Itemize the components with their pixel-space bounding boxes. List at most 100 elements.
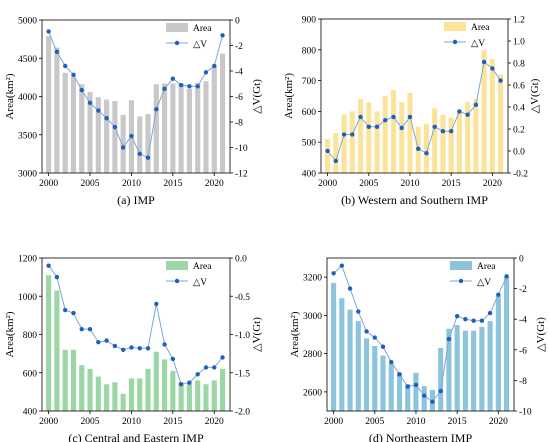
y-left-tick-label: 3500 xyxy=(18,131,37,141)
panel-caption: (a) IMP xyxy=(117,193,155,207)
x-tick-label: 2020 xyxy=(489,417,508,427)
y-right-tick-label: 0.8 xyxy=(513,60,525,70)
area-bar xyxy=(479,326,485,411)
area-bar xyxy=(153,84,159,173)
dv-point xyxy=(212,365,217,370)
dv-point xyxy=(212,63,217,69)
legend-dv-label: △V xyxy=(193,278,207,288)
area-bar xyxy=(112,382,118,411)
area-bar xyxy=(104,384,110,411)
dv-point xyxy=(120,145,126,150)
area-bar xyxy=(178,382,184,411)
y-right-tick-label: 0.0 xyxy=(513,148,525,158)
dv-point xyxy=(383,118,388,123)
legend: Area △V xyxy=(450,261,496,288)
legend-area-swatch xyxy=(444,22,466,31)
area-bar xyxy=(79,365,85,411)
dv-point xyxy=(438,388,443,394)
y-left-tick-label: 800 xyxy=(302,46,317,56)
legend-dv-label: △V xyxy=(477,278,491,288)
dv-point xyxy=(389,359,394,365)
x-tick-label: 2000 xyxy=(39,179,58,189)
y-right-tick-label: -8 xyxy=(235,119,243,129)
area-bar xyxy=(473,99,479,173)
y-right-tick-label: 1.0 xyxy=(513,38,525,48)
area-bar xyxy=(448,117,454,173)
area-bar xyxy=(62,349,68,411)
y-right-tick-label: -6 xyxy=(235,93,243,103)
dv-point xyxy=(490,66,495,71)
dv-point xyxy=(96,108,101,113)
area-bar xyxy=(498,74,504,173)
y-right-tick-label: -4 xyxy=(519,316,527,326)
area-bar xyxy=(456,111,462,173)
area-bar xyxy=(137,378,143,411)
area-bar xyxy=(331,282,337,411)
area-bar xyxy=(440,114,446,173)
y-right-tick-label: 0.0 xyxy=(235,255,247,265)
area-bar xyxy=(372,345,378,411)
y-left-tick-label: 400 xyxy=(23,408,38,418)
panel-caption: (c) Central and Eastern IMP xyxy=(68,431,204,442)
area-bar xyxy=(186,88,192,173)
legend-area-label: Area xyxy=(193,24,212,34)
legend-area-label: Area xyxy=(193,262,212,272)
dv-point xyxy=(424,151,429,156)
area-bar xyxy=(495,296,501,411)
panel-caption: (b) Western and Southern IMP xyxy=(341,193,488,207)
dv-point xyxy=(405,384,410,389)
dv-point xyxy=(195,84,200,89)
dv-point xyxy=(487,310,493,316)
area-bar xyxy=(504,277,510,411)
y-right-axis-title: △V(Gt) xyxy=(251,317,263,352)
dv-point xyxy=(498,78,503,83)
x-tick-label: 2015 xyxy=(163,417,182,427)
area-bar xyxy=(382,96,388,173)
dv-line xyxy=(333,264,508,403)
dv-point xyxy=(145,155,151,160)
x-tick-label: 2015 xyxy=(448,417,467,427)
dv-point xyxy=(71,310,76,316)
area-bar xyxy=(388,363,394,411)
y-right-axis-title: △V(Gt) xyxy=(535,317,547,352)
y-right-tick-label: 1.2 xyxy=(513,16,525,26)
x-tick-label: 2005 xyxy=(359,179,378,189)
area-bar xyxy=(349,111,355,173)
x-tick-label: 2010 xyxy=(406,417,425,427)
dv-point xyxy=(154,107,159,112)
dv-point xyxy=(399,125,404,131)
area-bar xyxy=(380,355,386,411)
y-right-tick-label: -2 xyxy=(519,285,527,295)
area-bar xyxy=(120,393,126,411)
y-left-axis-title: Area(km²) xyxy=(289,311,301,357)
x-tick-label: 2010 xyxy=(400,179,419,189)
y-left-tick-label: 4000 xyxy=(18,93,37,103)
area-bar xyxy=(95,376,101,411)
dv-point xyxy=(347,286,353,291)
legend-area-swatch xyxy=(166,261,188,270)
dv-point xyxy=(87,100,93,106)
area-bar xyxy=(355,321,361,411)
x-tick-label: 2010 xyxy=(122,417,141,427)
y-left-tick-label: 800 xyxy=(23,331,38,341)
area-bar xyxy=(70,349,77,411)
legend: Area △V xyxy=(166,261,212,288)
dv-point xyxy=(162,342,167,347)
area-bar xyxy=(339,298,345,411)
area-bar xyxy=(128,378,135,411)
dv-point xyxy=(471,318,476,323)
legend: Area △V xyxy=(166,23,212,50)
dv-point xyxy=(96,339,101,345)
area-bar xyxy=(357,99,364,173)
legend-area-label: Area xyxy=(477,262,496,272)
x-tick-label: 2015 xyxy=(163,179,182,189)
y-left-tick-label: 5000 xyxy=(18,17,37,27)
dv-point xyxy=(496,292,501,297)
area-bar xyxy=(438,347,444,411)
dv-point xyxy=(440,129,446,134)
dv-point xyxy=(446,336,452,342)
area-bar xyxy=(432,108,438,173)
dv-point xyxy=(504,274,509,279)
area-bar xyxy=(211,66,217,173)
dv-point xyxy=(416,146,421,151)
